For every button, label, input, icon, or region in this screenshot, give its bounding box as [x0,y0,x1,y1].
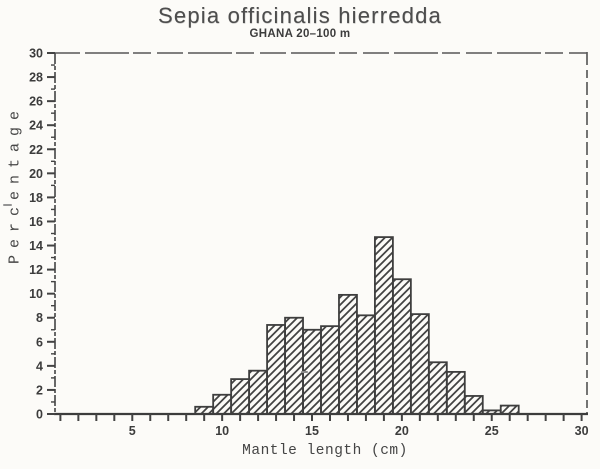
y-tick-label: 10 [29,287,43,301]
histogram-bar-13cm [266,324,286,415]
x-axis-label: Mantle length (cm) [242,443,408,459]
y-tick-label: 28 [29,71,43,85]
y-tick-label: 26 [29,95,43,109]
histogram-bar-12cm [248,369,268,415]
histogram-bar-11cm [230,378,251,415]
x-tick-label: 20 [395,424,409,438]
histogram-bar-16cm [320,325,340,415]
histogram-bar-24cm [463,395,484,415]
histogram-bar-14cm [284,316,304,415]
histogram-bar-26cm [499,404,520,415]
y-tick-label: 24 [29,119,43,133]
x-tick-label: 25 [485,424,499,438]
y-tick-label: 18 [29,191,43,205]
scan-speck [3,204,12,206]
chart-subtitle: GHANA 20–100 m [249,28,351,40]
x-tick-label: 15 [305,424,319,438]
histogram-bar-20cm [391,278,412,415]
x-tick-label: 5 [129,424,136,438]
histogram-bar-10cm [212,393,233,415]
y-tick-label: 2 [36,383,43,397]
histogram-bar-17cm [338,293,358,415]
x-tick-label: 30 [575,424,589,438]
y-tick-label: 8 [36,311,43,325]
histogram-bar-21cm [409,313,430,415]
y-tick-label: 20 [29,167,43,181]
histogram-bar-23cm [445,370,466,415]
y-tick-label: 30 [29,47,43,61]
y-tick-label: 0 [36,408,43,422]
y-tick-label: 14 [29,239,43,253]
x-ticks: 5 10 15 20 25 30 [59,414,589,438]
histogram-bar-18cm [356,314,376,415]
scan-speck [301,371,308,373]
y-tick-label: 16 [29,215,43,229]
chart-title: Sepia officinalis hierredda [158,3,442,28]
histogram-bars [194,236,520,415]
y-tick-label: 12 [29,263,43,277]
histogram-bar-22cm [427,361,448,415]
histogram-bar-25cm [481,409,502,415]
y-tick-label: 4 [36,359,43,373]
y-tick-label: 6 [36,335,43,349]
y-tick-label: 22 [29,143,43,157]
histogram-bar-19cm [374,236,394,415]
histogram-bar-9cm [194,405,215,415]
x-tick-label: 10 [215,424,229,438]
